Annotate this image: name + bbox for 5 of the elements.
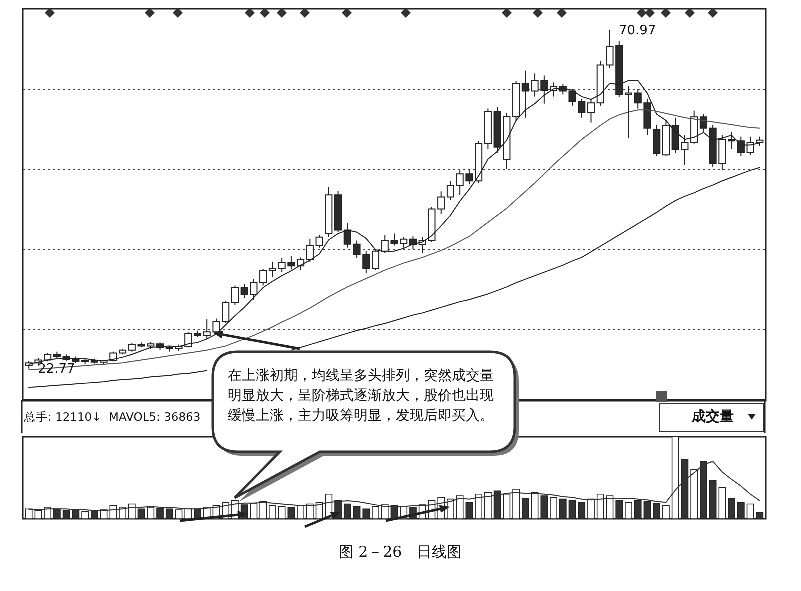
caption: 图 2－26 日线图 bbox=[338, 543, 464, 562]
annotation: 在上涨初期，均线呈多头排列，突然成交量明显放大，呈阶梯式逐渐放大，股价也出现缓慢上涨，主力吸筹明显，发现后即买入。 bbox=[228, 367, 495, 426]
text: 成交量 bbox=[692, 408, 734, 426]
annotation: 70.97 bbox=[619, 23, 656, 38]
text: 总手: 12110↓ MAVOL5: 36863 bbox=[24, 410, 201, 425]
